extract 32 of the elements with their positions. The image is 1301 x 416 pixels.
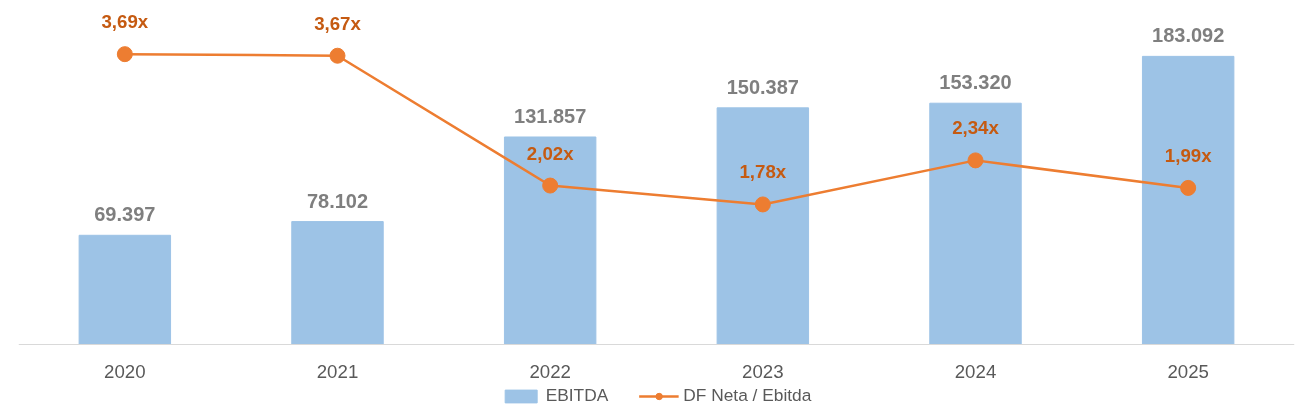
legend-label: DF Neta / Ebitda xyxy=(683,385,812,406)
point xyxy=(329,47,346,64)
bar xyxy=(929,102,1022,345)
x-tick-label: 2021 xyxy=(316,360,359,382)
point xyxy=(542,177,559,194)
data-label: 78.102 xyxy=(306,189,369,212)
data-label: 131.857 xyxy=(514,104,587,127)
bar xyxy=(1141,55,1235,345)
data-label: 1,99x xyxy=(1164,144,1213,166)
data-label: 1,78x xyxy=(739,161,787,183)
data-label: 150.387 xyxy=(726,75,799,98)
point xyxy=(754,196,771,213)
bar xyxy=(291,221,384,345)
point xyxy=(116,46,133,63)
x-tick-label: 2020 xyxy=(104,360,146,382)
x-tick-label: 2025 xyxy=(1167,360,1209,382)
data-label: 69.397 xyxy=(94,203,156,226)
bar xyxy=(503,136,597,345)
data-label: 153.320 xyxy=(939,71,1012,94)
data-label: 183.092 xyxy=(1152,24,1225,47)
bar xyxy=(716,107,810,345)
legend-label: EBITDA xyxy=(545,385,609,406)
bar xyxy=(78,234,172,345)
data-label: 2,34x xyxy=(952,117,1000,139)
point xyxy=(967,152,984,169)
data-label: 3,69x xyxy=(101,11,149,33)
data-label: 3,67x xyxy=(314,12,362,34)
x-tick-label: 2022 xyxy=(529,360,571,382)
x-tick-label: 2023 xyxy=(742,360,784,382)
data-label: 2,02x xyxy=(526,142,575,164)
point xyxy=(1180,179,1197,196)
x-tick-label: 2024 xyxy=(954,360,997,382)
